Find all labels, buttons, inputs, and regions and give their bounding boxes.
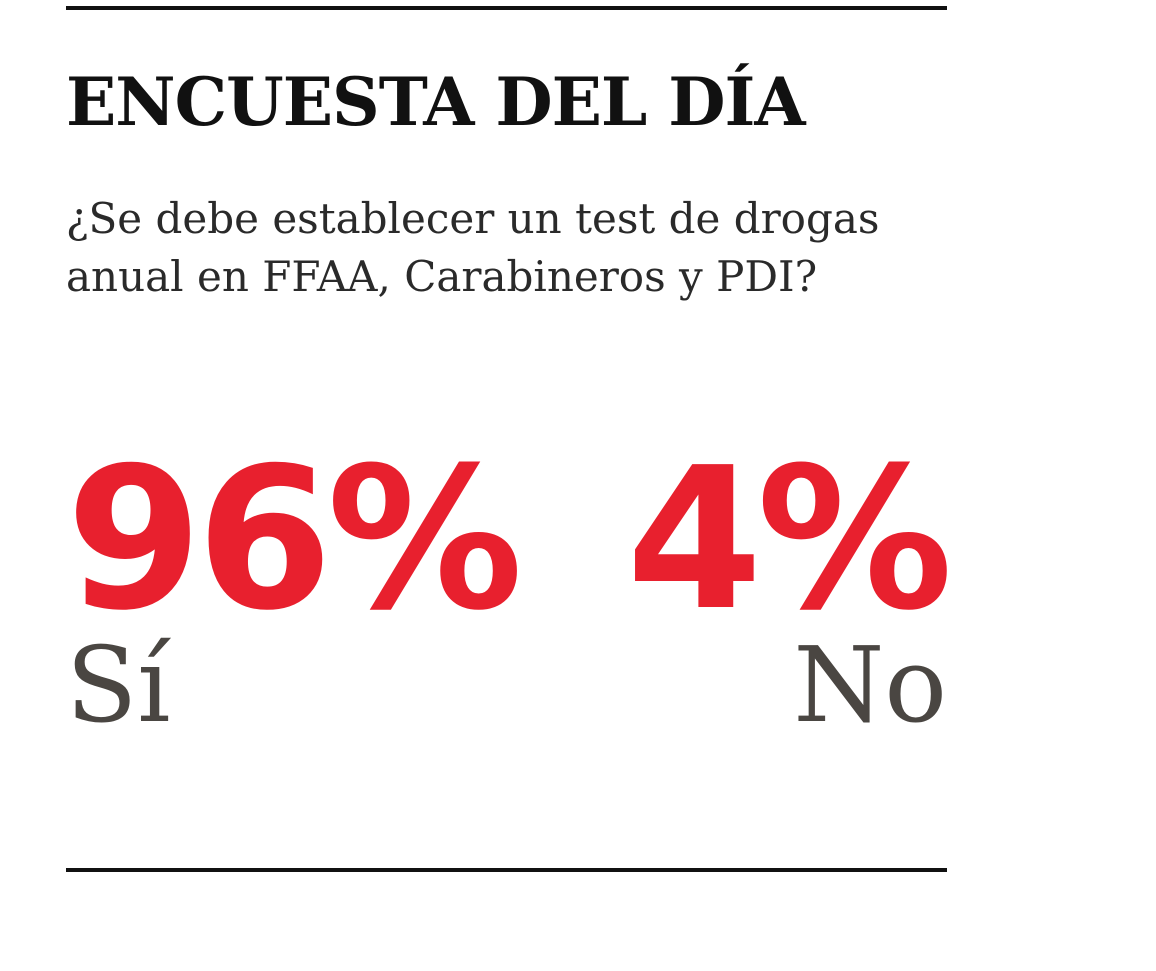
poll-title: ENCUESTA DEL DÍA xyxy=(66,63,806,141)
top-divider xyxy=(66,6,947,10)
bottom-divider xyxy=(66,868,947,872)
result-yes-label: Sí xyxy=(66,624,171,746)
result-yes: 96% Sí xyxy=(66,426,523,746)
result-no-percent: 4% xyxy=(626,426,953,654)
poll-question-line-1: ¿Se debe establecer un test de drogas xyxy=(66,194,880,243)
result-yes-percent: 96% xyxy=(66,426,523,654)
poll-question: ¿Se debe establecer un test de drogas an… xyxy=(66,190,956,306)
poll-question-line-2: anual en FFAA, Carabineros y PDI? xyxy=(66,252,818,301)
result-no-label: No xyxy=(793,624,947,746)
result-no: 4% No xyxy=(626,426,953,746)
